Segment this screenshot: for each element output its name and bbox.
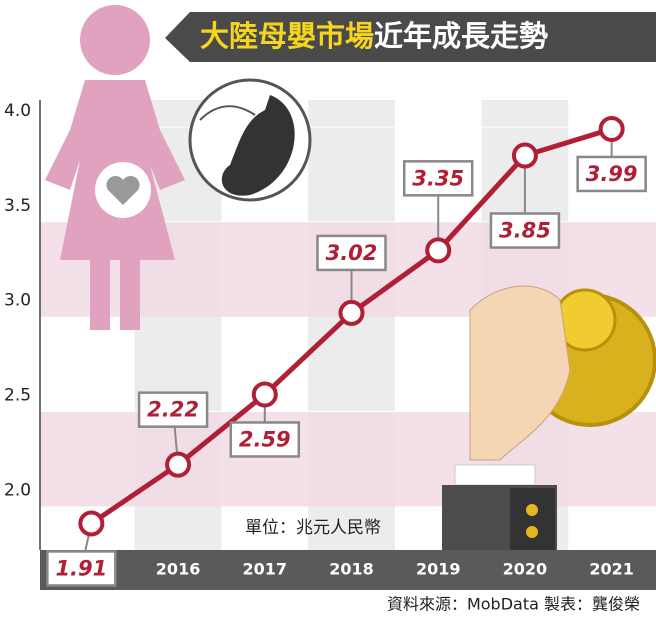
data-point [511, 142, 538, 169]
label-box [137, 391, 209, 428]
label-box [316, 234, 387, 272]
y-tick-label: 3.0 [4, 291, 31, 311]
data-label: 3.99 [586, 162, 638, 186]
label-box [229, 421, 301, 458]
data-label: 2.22 [147, 398, 199, 422]
x-tick-label: 2017 [243, 560, 288, 579]
y-tick-label: 4.0 [4, 101, 31, 121]
x-tick-label: 2020 [503, 560, 548, 579]
title-banner: 大陸母嬰市場近年成長走勢 [165, 12, 656, 62]
grid-band [40, 411, 656, 507]
x-tick-label: 2018 [329, 560, 374, 579]
x-tick-label: 2016 [156, 560, 201, 579]
y-tick-label: 2.0 [4, 480, 31, 500]
x-axis-band [40, 550, 656, 590]
data-label: 3.35 [412, 166, 464, 190]
x-tick-label: 2019 [416, 560, 461, 579]
x-tick-label: 2021 [589, 560, 634, 579]
data-point [598, 115, 625, 142]
fetus-illustration [188, 78, 312, 202]
label-box [46, 550, 117, 587]
data-point [251, 381, 278, 408]
data-label: 3.02 [326, 241, 378, 265]
data-point [425, 237, 452, 264]
chart-title: 大陸母嬰市場近年成長走勢 [200, 19, 548, 53]
data-label: 1.91 [55, 556, 107, 580]
data-point [338, 299, 365, 326]
y-tick-label: 3.5 [4, 196, 31, 216]
data-label: 3.85 [499, 219, 551, 243]
woman-illustration [45, 5, 185, 330]
y-tick-label: 2.5 [4, 386, 31, 406]
data-label: 2.59 [239, 427, 291, 451]
label-box [576, 155, 647, 193]
coin-illustration [442, 285, 656, 550]
source-note: 資料來源：MobData 製表：龔俊榮 [387, 595, 640, 614]
data-point [165, 451, 192, 478]
unit-note: 單位：兆元人民幣 [245, 518, 381, 538]
label-box [402, 160, 474, 197]
data-point [78, 510, 105, 537]
label-box [489, 212, 561, 249]
